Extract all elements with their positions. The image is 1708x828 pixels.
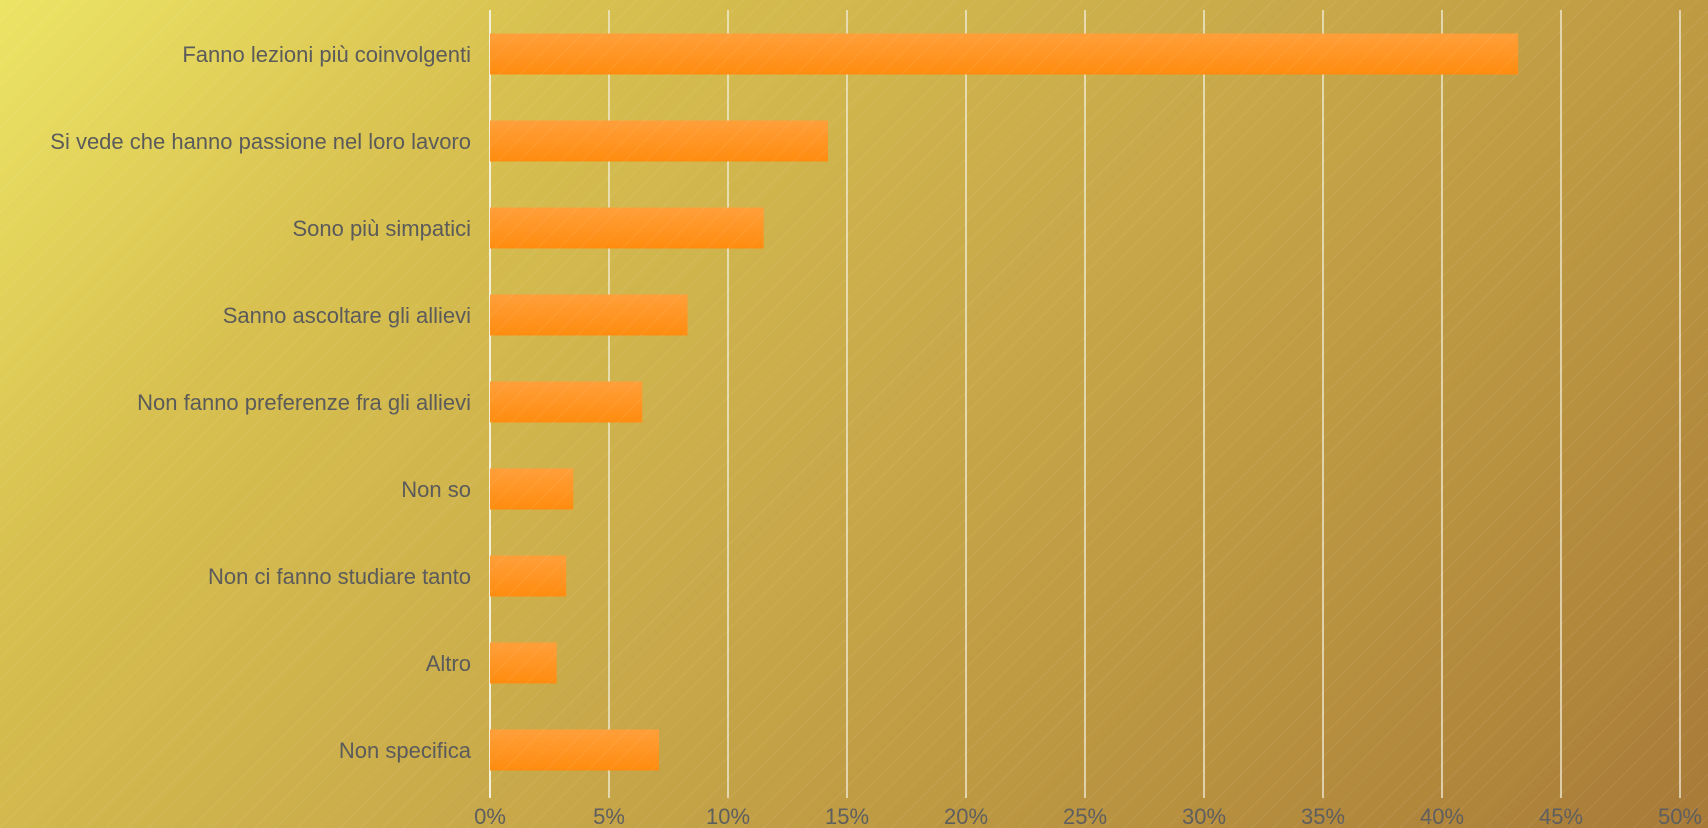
bar xyxy=(490,33,1519,75)
category-label: Non specifica xyxy=(339,738,472,763)
category-label: Si vede che hanno passione nel loro lavo… xyxy=(50,129,471,154)
x-tick-label: 25% xyxy=(1063,804,1107,828)
bar xyxy=(490,207,764,249)
x-tick-label: 35% xyxy=(1301,804,1345,828)
bar xyxy=(490,120,828,162)
x-tick-label: 5% xyxy=(593,804,625,828)
category-label: Fanno lezioni più coinvolgenti xyxy=(182,42,471,67)
category-label: Non fanno preferenze fra gli allievi xyxy=(137,390,471,415)
bar xyxy=(490,294,688,336)
bar xyxy=(490,381,643,423)
x-tick-label: 50% xyxy=(1658,804,1702,828)
category-label: Altro xyxy=(426,651,471,676)
x-tick-label: 20% xyxy=(944,804,988,828)
bar xyxy=(490,729,659,771)
bars xyxy=(490,33,1519,771)
category-label: Non ci fanno studiare tanto xyxy=(208,564,471,589)
bar xyxy=(490,642,557,684)
bar xyxy=(490,468,574,510)
x-tick-label: 15% xyxy=(825,804,869,828)
x-tick-label: 45% xyxy=(1539,804,1583,828)
category-label: Sanno ascoltare gli allievi xyxy=(223,303,471,328)
x-axis-tick-labels: 0% 5% 10% 15% 20% 25% 30% 35% 40% 45% 50% xyxy=(474,804,1702,828)
x-tick-label: 30% xyxy=(1182,804,1226,828)
x-tick-label: 10% xyxy=(706,804,750,828)
x-tick-label: 0% xyxy=(474,804,506,828)
category-labels: Fanno lezioni più coinvolgenti Si vede ch… xyxy=(50,42,471,763)
bar xyxy=(490,555,567,597)
x-tick-label: 40% xyxy=(1420,804,1464,828)
category-label: Sono più simpatici xyxy=(292,216,471,241)
category-label: Non so xyxy=(401,477,471,502)
